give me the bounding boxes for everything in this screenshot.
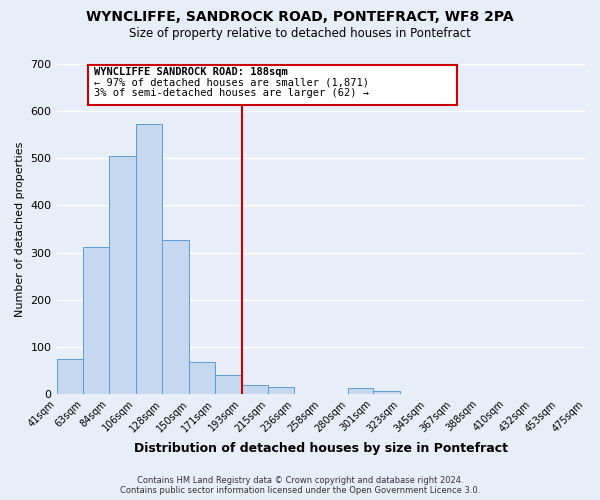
Text: Contains public sector information licensed under the Open Government Licence 3.: Contains public sector information licen… [120,486,480,495]
Bar [163,240,189,394]
Text: WYNCLIFFE, SANDROCK ROAD, PONTEFRACT, WF8 2PA: WYNCLIFFE, SANDROCK ROAD, PONTEFRACT, WF… [86,10,514,24]
Text: Contains HM Land Registry data © Crown copyright and database right 2024.: Contains HM Land Registry data © Crown c… [137,476,463,485]
Text: 3% of semi-detached houses are larger (62) →: 3% of semi-detached houses are larger (6… [94,88,369,98]
Bar [109,156,136,394]
Bar [83,248,109,394]
Bar [56,359,83,394]
Y-axis label: Number of detached properties: Number of detached properties [15,142,25,316]
Bar [373,391,400,394]
Text: ← 97% of detached houses are smaller (1,871): ← 97% of detached houses are smaller (1,… [94,77,369,87]
Bar [268,387,294,394]
Text: Size of property relative to detached houses in Pontefract: Size of property relative to detached ho… [129,28,471,40]
FancyBboxPatch shape [88,65,457,106]
Bar [136,124,163,394]
Bar [215,375,242,394]
Text: WYNCLIFFE SANDROCK ROAD: 188sqm: WYNCLIFFE SANDROCK ROAD: 188sqm [94,67,288,77]
X-axis label: Distribution of detached houses by size in Pontefract: Distribution of detached houses by size … [134,442,508,455]
Bar [189,362,215,394]
Bar [347,388,373,394]
Bar [242,385,268,394]
